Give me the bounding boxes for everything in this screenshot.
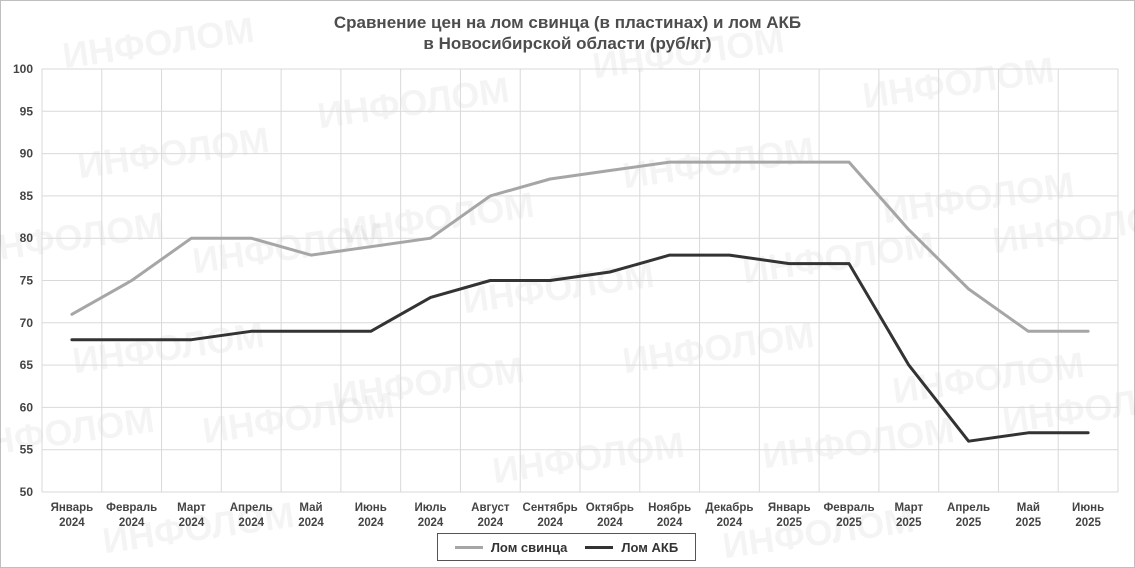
watermark-text: ИНФОЛОМ [60,9,257,76]
legend-item-battery: Лом АКБ [585,540,678,555]
y-tick-label: 60 [20,400,34,414]
legend-swatch-battery [585,545,614,549]
y-tick-label: 80 [20,231,34,245]
watermark-text: ИНФОЛОМ [70,314,267,381]
chart-subtitle: в Новосибирской области (руб/кг) [423,34,712,53]
chart-legend: Лом свинца Лом АКБ [437,533,696,561]
x-axis-ticks: Январь 2024 Февраль 2024 Март 2024 Апрель 2024 М… [51,502,1105,529]
x-tick-label: Февраль 2024 [106,502,157,529]
x-tick-label: Июль 2024 [414,502,446,529]
y-tick-label: 90 [20,147,34,161]
y-tick-label: 70 [20,316,34,330]
legend-swatch-lead [454,545,483,549]
x-tick-label: Май 2024 [298,502,324,529]
x-tick-label: Апрель 2024 [230,502,273,529]
legend-label-battery: Лом АКБ [621,539,679,555]
x-tick-label: Март 2025 [894,502,923,529]
watermark-text: ИНФОЛОМ [760,409,957,476]
y-tick-label: 75 [20,274,34,288]
y-tick-label: 95 [20,104,34,118]
chart-title: Сравнение цен на лом свинца (в пластинах… [333,13,802,32]
watermark-text: ИНФОЛОМ [620,314,817,381]
x-tick-label: Май 2025 [1016,502,1042,529]
x-tick-label: Август 2024 [471,502,510,529]
watermark-text: ИНФОЛОМ [860,49,1057,116]
x-tick-label: Январь 2025 [768,502,811,529]
x-tick-label: Октябрь 2024 [586,502,634,529]
watermark-text: ИНФОЛОМ [200,384,397,451]
watermark-text: ИНФОЛОМ [315,69,512,136]
y-tick-label: 55 [20,443,34,457]
legend-label-lead: Лом свинца [490,539,568,555]
chart-series [70,160,1090,443]
x-tick-label: Март 2024 [177,502,206,529]
x-tick-label: Декабрь 2024 [705,502,753,529]
legend-item-lead: Лом свинца [454,539,568,555]
series-line-lead [70,160,1090,333]
x-tick-label: Июнь 2024 [355,502,387,529]
x-tick-label: Январь 2024 [51,502,94,529]
y-axis-ticks: 50 55 60 65 70 75 80 85 90 95 100 [13,62,33,499]
series-line-battery [70,253,1090,443]
watermark-text: ИНФОЛОМ [75,119,272,186]
watermark-text: ИНФОЛОМ [740,224,937,291]
watermark-text: ИНФОЛОМ [490,424,687,491]
y-tick-label: 85 [20,189,34,203]
watermark-text: ИНФОЛОМ [460,254,657,321]
x-tick-label: Февраль 2025 [823,502,874,529]
x-tick-label: Апрель 2025 [947,502,990,529]
x-tick-label: Сентябрь 2024 [523,502,578,529]
y-tick-label: 100 [13,62,33,76]
y-tick-label: 50 [20,485,34,499]
y-tick-label: 65 [20,358,34,372]
x-tick-label: Ноябрь 2024 [648,502,691,529]
x-tick-label: Июнь 2025 [1072,502,1104,529]
watermark-text: ИНФОЛОМ [590,19,787,86]
